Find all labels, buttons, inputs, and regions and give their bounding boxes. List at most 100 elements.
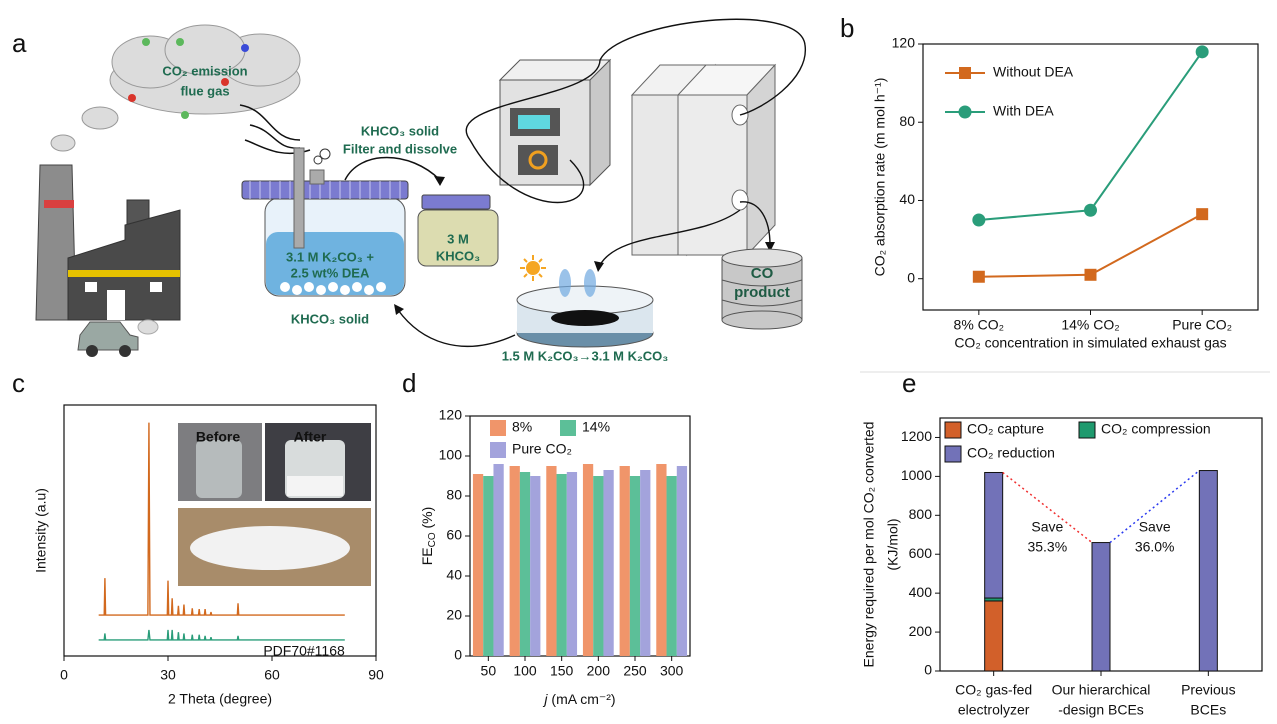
photo-label: After xyxy=(294,429,327,445)
point xyxy=(959,106,972,119)
series-line xyxy=(979,214,1202,277)
bar xyxy=(520,472,530,656)
pump-screen xyxy=(518,115,550,129)
molecule xyxy=(181,111,189,119)
bar xyxy=(593,476,603,656)
tank-bottom xyxy=(722,311,802,329)
x-label-text: (mA cm⁻²) xyxy=(548,691,616,707)
x-tick-label: 60 xyxy=(264,667,280,683)
legend-label: CO₂ compression xyxy=(1101,421,1211,437)
port xyxy=(732,190,748,210)
x-tick-label: 30 xyxy=(160,667,176,683)
bar xyxy=(656,464,666,656)
legend-swatch xyxy=(490,442,506,458)
point xyxy=(959,67,971,79)
tank-label: product xyxy=(734,284,790,301)
jar-label: 3 M xyxy=(447,231,469,246)
y-tick-label: 600 xyxy=(909,545,933,561)
photo-jar xyxy=(196,440,242,498)
window xyxy=(150,282,162,292)
arrow-head xyxy=(434,176,445,186)
y-axis-label: FECO (%) xyxy=(419,507,438,566)
bar xyxy=(630,476,640,656)
y-tick-label: 200 xyxy=(909,623,933,639)
cloud-label: flue gas xyxy=(180,83,229,98)
tank-label: CO xyxy=(751,265,774,282)
photo-precipitate xyxy=(287,476,343,496)
particle xyxy=(352,282,362,292)
car-body xyxy=(78,322,138,350)
powder xyxy=(190,526,350,570)
lid xyxy=(242,181,408,199)
legend-swatch xyxy=(945,422,961,438)
legend-label: With DEA xyxy=(993,103,1054,119)
transfer-label: Filter and dissolve xyxy=(343,141,457,156)
x-tick-label: 100 xyxy=(513,663,537,679)
chimney-band xyxy=(44,200,74,208)
legend-swatch xyxy=(1079,422,1095,438)
x-tick-label: 300 xyxy=(660,663,684,679)
legend-label: 8% xyxy=(512,419,532,435)
photo-label: Before xyxy=(196,429,241,445)
y-axis-label: Intensity (a.u) xyxy=(33,488,49,573)
molecule xyxy=(176,38,184,46)
plate-side xyxy=(747,65,775,255)
x-tick-label: BCEs xyxy=(1190,702,1226,718)
annotation: Save xyxy=(1031,519,1063,535)
pump xyxy=(500,60,610,185)
bar xyxy=(530,476,540,656)
y-tick-label: 20 xyxy=(446,607,462,623)
arrow-head xyxy=(594,261,604,272)
particle xyxy=(328,282,338,292)
legend-swatch xyxy=(490,420,506,436)
y-tick-label: 400 xyxy=(909,584,933,600)
pump-head xyxy=(518,145,558,175)
y-tick-label: 1000 xyxy=(901,467,932,483)
legend-label: 14% xyxy=(582,419,610,435)
x-tick-label: 0 xyxy=(60,667,68,683)
cloud-label: CO₂ emission xyxy=(162,63,247,78)
bar-segment xyxy=(985,472,1003,598)
regeneration-dish xyxy=(517,255,653,347)
jar-label: KHCO₃ xyxy=(436,248,480,263)
x-tick-label: 150 xyxy=(550,663,574,679)
y-tick-label: 120 xyxy=(892,35,916,51)
x-tick-label: 90 xyxy=(368,667,384,683)
y-tick-label: 1200 xyxy=(901,428,932,444)
panel-label: c xyxy=(12,368,25,398)
gas-flow xyxy=(240,105,310,153)
particle xyxy=(316,285,326,295)
bar xyxy=(583,464,593,656)
point xyxy=(973,271,985,283)
y-tick-label: 120 xyxy=(439,407,463,423)
y-tick-label: 100 xyxy=(439,447,463,463)
vapor xyxy=(584,269,596,297)
wheel xyxy=(86,345,98,357)
bar xyxy=(567,472,577,656)
bar xyxy=(640,470,650,656)
y-tick-label: 40 xyxy=(899,191,915,207)
bar xyxy=(603,470,613,656)
x-tick-label: -design BCEs xyxy=(1058,702,1144,718)
y-label-subscript: CO xyxy=(427,532,438,547)
gas-pipe xyxy=(294,148,304,248)
annotation: 35.3% xyxy=(1027,539,1067,555)
figure: a CO₂ emission flue gas xyxy=(0,0,1277,724)
legend-label: CO₂ capture xyxy=(967,421,1044,437)
y-label-suffix: (%) xyxy=(419,507,435,533)
particle xyxy=(292,285,302,295)
bar xyxy=(620,466,630,656)
y-axis-label: Energy required per mol CO₂ converted xyxy=(861,422,877,668)
legend-label: Pure CO₂ xyxy=(512,441,572,457)
sun xyxy=(526,261,540,275)
x-tick-label: Our hierarchical xyxy=(1052,682,1151,698)
wheel xyxy=(119,345,131,357)
y-tick-label: 80 xyxy=(899,113,915,129)
bar-segment xyxy=(985,601,1003,671)
arrow-head xyxy=(394,304,404,315)
bar xyxy=(483,476,493,656)
valve xyxy=(310,170,324,184)
y-tick-label: 80 xyxy=(446,487,462,503)
particle xyxy=(340,285,350,295)
x-tick-label: Previous xyxy=(1181,682,1235,698)
